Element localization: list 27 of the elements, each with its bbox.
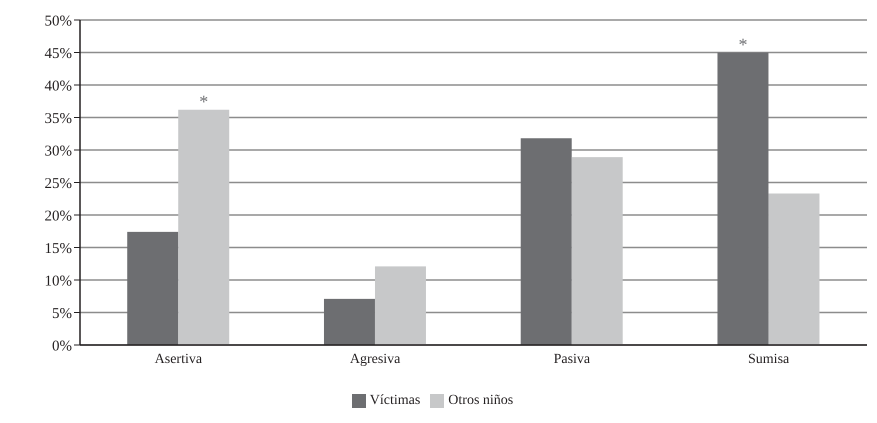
y-tick-label: 5%	[52, 306, 72, 322]
y-tick-label: 20%	[44, 208, 72, 224]
annotation: *	[199, 92, 208, 112]
y-tick-label: 0%	[52, 338, 72, 354]
x-tick-label: Agresiva	[350, 352, 402, 367]
bar	[127, 232, 178, 345]
y-tick-label: 40%	[44, 78, 72, 94]
x-tick-label: Asertiva	[154, 352, 203, 367]
bar	[374, 266, 426, 345]
y-tick-label: 35%	[44, 110, 72, 127]
y-tick-label: 30%	[44, 143, 72, 160]
y-tick-label: 25%	[44, 176, 72, 192]
y-tick-label: 45%	[44, 46, 72, 62]
bar	[178, 110, 230, 345]
y-tick-label: 50%	[44, 13, 72, 30]
bar	[572, 157, 623, 345]
bar	[768, 194, 820, 345]
bar	[717, 52, 768, 345]
y-tick-label: 10%	[44, 273, 72, 290]
x-tick-label: Sumisa	[748, 352, 790, 367]
legend-label: Otros niños	[448, 393, 514, 408]
bar	[520, 138, 572, 345]
x-tick-label: Pasiva	[554, 352, 591, 367]
bar	[324, 298, 375, 345]
annotation: *	[738, 34, 748, 54]
y-tick-label: 15%	[44, 240, 72, 257]
legend-label: Víctimas	[370, 393, 420, 408]
